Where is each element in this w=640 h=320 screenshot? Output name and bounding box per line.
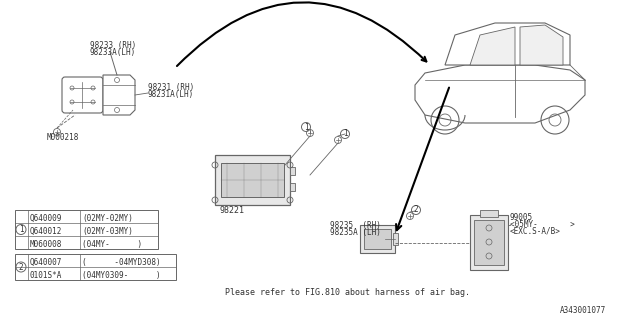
Text: 1: 1 [304, 123, 308, 132]
Bar [15, 254, 176, 280]
Bar [474, 220, 504, 265]
Text: 2: 2 [413, 205, 419, 214]
Polygon shape [415, 65, 585, 123]
Polygon shape [103, 75, 135, 115]
Text: Q640009: Q640009 [30, 214, 62, 223]
FancyArrowPatch shape [177, 2, 426, 66]
Text: 98235A (LH): 98235A (LH) [330, 228, 381, 237]
Bar [221, 163, 284, 197]
Text: A343001077: A343001077 [560, 306, 606, 315]
Text: (02MY-02MY): (02MY-02MY) [82, 214, 133, 223]
Bar [364, 229, 391, 249]
Text: 98231 (RH): 98231 (RH) [148, 83, 195, 92]
Text: 1: 1 [19, 225, 23, 234]
Text: 98231A(LH): 98231A(LH) [148, 90, 195, 99]
Text: (04MY0309-      ): (04MY0309- ) [82, 271, 161, 280]
Text: <05MY-       >: <05MY- > [510, 220, 575, 229]
Text: M000218: M000218 [47, 133, 79, 142]
Text: Q640012: Q640012 [30, 227, 62, 236]
Text: 2: 2 [19, 262, 23, 271]
Bar [290, 167, 295, 175]
Bar [470, 215, 508, 270]
Text: 98221: 98221 [220, 206, 245, 215]
Text: 1: 1 [342, 130, 348, 139]
Bar [290, 183, 295, 191]
Polygon shape [520, 25, 563, 65]
Text: (      -04MYD308): ( -04MYD308) [82, 258, 161, 267]
Text: Q640007: Q640007 [30, 258, 62, 267]
Text: 98233A(LH): 98233A(LH) [90, 48, 136, 57]
Bar [15, 210, 158, 249]
FancyBboxPatch shape [62, 77, 103, 113]
Polygon shape [470, 27, 515, 65]
Bar [393, 233, 398, 245]
Text: (04MY-      ): (04MY- ) [82, 240, 142, 249]
Text: 98235  (RH): 98235 (RH) [330, 221, 381, 230]
Text: 0101S*A: 0101S*A [30, 271, 62, 280]
Text: (02MY-03MY): (02MY-03MY) [82, 227, 133, 236]
Text: 99005: 99005 [510, 213, 533, 222]
Text: 98233 (RH): 98233 (RH) [90, 41, 136, 50]
Text: M060008: M060008 [30, 240, 62, 249]
Polygon shape [445, 23, 570, 65]
Bar [480, 210, 498, 217]
Text: Please refer to FIG.810 about harness of air bag.: Please refer to FIG.810 about harness of… [225, 288, 470, 297]
Text: <EXC.S-A/B>: <EXC.S-A/B> [510, 227, 561, 236]
Bar [360, 225, 395, 253]
Polygon shape [215, 155, 290, 205]
